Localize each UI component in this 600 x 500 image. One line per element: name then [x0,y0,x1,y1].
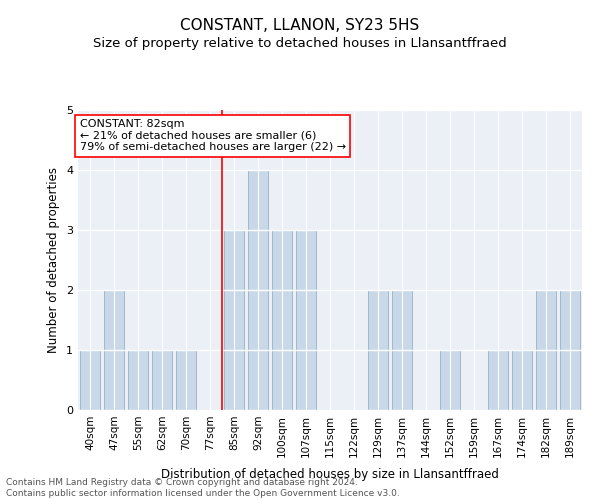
Bar [104,290,124,410]
Bar [272,230,292,410]
Bar [440,350,460,410]
Bar [488,350,508,410]
Bar [512,350,532,410]
Bar [392,290,412,410]
Text: Contains HM Land Registry data © Crown copyright and database right 2024.
Contai: Contains HM Land Registry data © Crown c… [6,478,400,498]
Y-axis label: Number of detached properties: Number of detached properties [47,167,61,353]
Bar [224,230,244,410]
Bar [152,350,172,410]
Bar [560,290,580,410]
Bar [536,290,556,410]
Bar [176,350,196,410]
Bar [80,350,100,410]
Text: CONSTANT, LLANON, SY23 5HS: CONSTANT, LLANON, SY23 5HS [181,18,419,32]
Text: CONSTANT: 82sqm
← 21% of detached houses are smaller (6)
79% of semi-detached ho: CONSTANT: 82sqm ← 21% of detached houses… [80,119,346,152]
Bar [368,290,388,410]
Text: Size of property relative to detached houses in Llansantffraed: Size of property relative to detached ho… [93,38,507,51]
X-axis label: Distribution of detached houses by size in Llansantffraed: Distribution of detached houses by size … [161,468,499,481]
Bar [296,230,316,410]
Bar [248,170,268,410]
Bar [128,350,148,410]
